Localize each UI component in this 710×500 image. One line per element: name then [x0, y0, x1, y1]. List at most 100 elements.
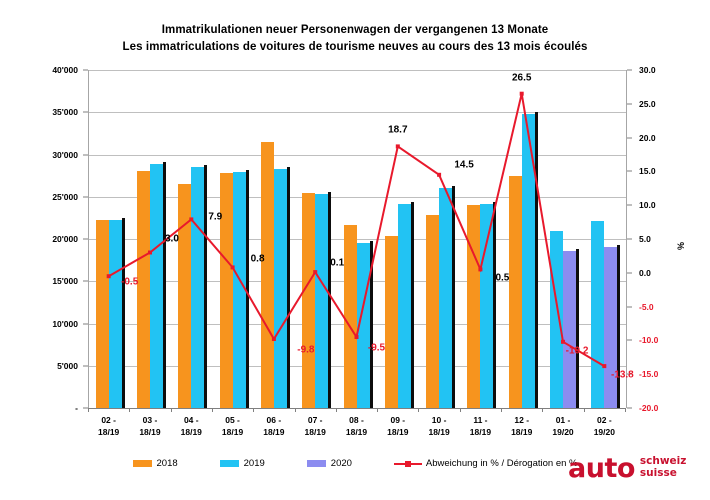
bar-fill — [302, 193, 316, 408]
bar-fill — [480, 204, 494, 408]
gridline — [89, 196, 626, 198]
y-axis-left-tick-label: 5'000 — [57, 360, 78, 371]
x-axis-tick — [418, 408, 420, 412]
legend-item-2020[interactable]: 2020 — [306, 458, 352, 469]
y-axis-right-tick — [627, 204, 632, 206]
x-axis-label: 09 - 18/19 — [387, 415, 409, 437]
bar[interactable] — [219, 173, 233, 408]
y-axis-left-tick — [83, 196, 88, 198]
x-axis-tick — [170, 408, 172, 412]
y-axis-right-tick — [627, 69, 632, 71]
x-axis-label: 05 - 18/19 — [221, 415, 244, 437]
x-axis-label: 02 - 19/20 — [593, 415, 615, 437]
legend-item-deviation[interactable]: Abweichung in % / Dérogation en % — [393, 458, 578, 469]
bar[interactable] — [108, 220, 122, 408]
x-axis-tick — [88, 408, 89, 412]
y-axis-right-tick — [627, 306, 632, 308]
logo-subtitle-fr: suisse — [639, 466, 677, 479]
x-axis-label: 04 - 18/19 — [180, 415, 202, 437]
bar-fill — [260, 141, 274, 408]
bar[interactable] — [467, 205, 481, 408]
y-axis-right-tick — [627, 407, 632, 409]
bar[interactable] — [273, 168, 287, 408]
x-axis-tick — [335, 408, 337, 412]
bar[interactable] — [604, 246, 618, 408]
x-axis-label: 03 - 18/19 — [139, 415, 161, 437]
y-axis-right-tick-label: 20.0 — [639, 132, 656, 143]
bar[interactable] — [95, 219, 109, 408]
bar-shadow — [328, 192, 332, 408]
gridline — [89, 154, 626, 156]
y-axis-left-tick-label: 30'000 — [52, 149, 78, 160]
bar[interactable] — [439, 188, 453, 408]
bar[interactable] — [591, 221, 605, 408]
bar-shadow — [162, 161, 166, 408]
y-axis-left-tick-label: 40'000 — [52, 65, 78, 75]
y-axis-left-tick — [83, 238, 88, 240]
bar[interactable] — [397, 203, 411, 408]
bar-shadow — [410, 201, 414, 408]
x-axis-label: 01 - 19/20 — [552, 415, 574, 437]
y-axis-right-tick-label: 10.0 — [639, 200, 656, 211]
y-axis-left-title: Stück/Unités — [0, 151, 2, 206]
bar[interactable] — [508, 176, 522, 408]
data-label: -13.8 — [610, 369, 634, 381]
x-axis-tick — [501, 408, 503, 412]
bar[interactable] — [563, 250, 577, 408]
legend-swatch — [219, 460, 239, 467]
bar-fill — [356, 243, 370, 408]
bar[interactable] — [302, 193, 316, 408]
bar[interactable] — [343, 225, 357, 408]
bar[interactable] — [149, 163, 163, 408]
bar[interactable] — [426, 215, 440, 408]
y-axis-left-tick-label: - — [75, 403, 78, 413]
bar[interactable] — [191, 167, 205, 408]
legend-label: Abweichung in % / Dérogation en % — [425, 458, 578, 469]
bar[interactable] — [178, 184, 192, 408]
y-axis-right-tick-label: 0.0 — [639, 267, 651, 278]
gridline — [89, 70, 626, 71]
y-axis-right-tick-label: 5.0 — [639, 234, 651, 244]
legend-item-2018[interactable]: 2018 — [132, 458, 178, 469]
bar-fill — [232, 172, 246, 408]
data-label: -9.5 — [367, 342, 386, 354]
bar-shadow — [452, 186, 456, 408]
y-axis-right-tick — [627, 238, 632, 240]
bar-fill — [604, 246, 618, 408]
bar-fill — [550, 231, 564, 408]
data-label: 14.5 — [454, 159, 474, 171]
legend-label: 2019 — [243, 458, 265, 469]
legend-item-2019[interactable]: 2019 — [219, 458, 265, 469]
data-label: 18.7 — [388, 124, 408, 136]
y-axis-right-tick-label: 25.0 — [639, 98, 656, 109]
bar-fill — [219, 173, 233, 408]
y-axis-right-tick — [627, 373, 632, 375]
x-axis-tick — [294, 408, 296, 412]
bar-fill — [439, 188, 453, 408]
bar[interactable] — [260, 141, 274, 408]
bar[interactable] — [356, 243, 370, 408]
bar[interactable] — [521, 113, 535, 408]
bar-fill — [591, 221, 605, 408]
bar-fill — [178, 184, 192, 408]
data-label: -0.5 — [121, 276, 139, 288]
bar[interactable] — [136, 171, 150, 408]
data-label: 0.8 — [250, 253, 265, 265]
y-axis-left-tick-label: 10'000 — [52, 318, 78, 329]
data-label: 7.9 — [208, 211, 223, 223]
x-axis-label: 11 - 18/19 — [469, 415, 492, 437]
chart-title: Immatrikulationen neuer Personenwagen de… — [0, 22, 710, 56]
bar[interactable] — [480, 204, 494, 408]
logo-subtitle-de: schweiz — [639, 455, 687, 467]
bar[interactable] — [315, 194, 329, 408]
bar-shadow — [121, 218, 125, 408]
data-label: 3.0 — [165, 233, 179, 245]
bar[interactable] — [384, 235, 398, 408]
bar-fill — [521, 113, 535, 408]
y-axis-left-tick-label: 15'000 — [52, 276, 78, 287]
bar-fill — [108, 220, 122, 408]
bar[interactable] — [232, 172, 246, 408]
bar-fill — [426, 215, 440, 408]
bar[interactable] — [550, 231, 564, 408]
